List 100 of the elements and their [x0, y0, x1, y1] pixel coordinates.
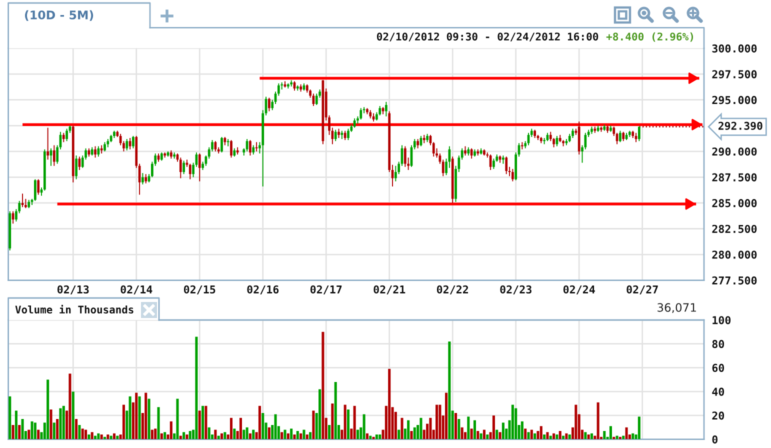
- candlestick: [344, 130, 346, 141]
- bar: [100, 434, 103, 440]
- bar: [448, 341, 451, 440]
- bar: [467, 416, 470, 440]
- bar: [511, 404, 514, 440]
- bar: [388, 368, 391, 440]
- bar: [558, 430, 562, 440]
- candlestick: [492, 158, 495, 170]
- candlestick: [360, 108, 362, 120]
- bar: [458, 419, 460, 440]
- bar: [268, 427, 270, 440]
- bar: [78, 424, 81, 440]
- bar: [530, 430, 533, 440]
- bar: [568, 434, 571, 440]
- bar: [14, 410, 18, 440]
- candlestick: [404, 146, 406, 168]
- candlestick: [252, 144, 255, 155]
- bar: [290, 428, 293, 440]
- bar: [407, 420, 410, 440]
- bar: [160, 433, 163, 440]
- bar: [286, 433, 290, 440]
- x-tick-label: 02/17: [310, 285, 342, 294]
- candlestick: [142, 172, 144, 185]
- y-tick-label: 20: [712, 412, 724, 420]
- chart-subtitle: 02/10/2012 09:30 - 02/24/2012 16:00: [376, 32, 598, 42]
- x-tick-label: 02/16: [247, 285, 279, 294]
- bar: [122, 404, 125, 440]
- candlestick: [619, 130, 622, 143]
- candlestick: [179, 157, 182, 179]
- candlestick: [75, 155, 78, 180]
- bar: [224, 432, 226, 440]
- bar: [28, 430, 30, 440]
- candlestick: [511, 168, 514, 182]
- bar: [375, 434, 378, 440]
- y-tick-label: 280.000: [712, 250, 757, 259]
- bar: [128, 396, 132, 440]
- bar: [135, 392, 138, 440]
- bar: [106, 434, 110, 440]
- bar: [306, 434, 308, 440]
- candlestick: [144, 174, 148, 184]
- bar: [50, 409, 52, 440]
- bar: [527, 432, 530, 440]
- bar: [186, 434, 188, 440]
- chart-title: Volume in Thousands: [15, 304, 134, 314]
- y-tick-label: 60: [712, 364, 724, 372]
- candlestick: [126, 138, 128, 151]
- chart-title: (10D - 5M): [25, 10, 94, 21]
- bar: [565, 433, 568, 440]
- bar: [398, 430, 400, 440]
- bar: [590, 433, 594, 440]
- candlestick: [97, 146, 100, 158]
- bar: [496, 430, 498, 440]
- bar: [68, 374, 72, 440]
- candlestick: [66, 128, 68, 142]
- bar: [540, 426, 542, 440]
- bar: [274, 414, 277, 440]
- bar: [284, 430, 286, 440]
- y-tick-label: 285.000: [712, 199, 757, 208]
- bar: [280, 432, 284, 440]
- y-tick-label: 80: [712, 340, 724, 348]
- bar: [195, 336, 198, 440]
- bar: [369, 436, 372, 440]
- bar: [170, 421, 172, 440]
- bar: [37, 430, 40, 440]
- bar: [84, 430, 88, 440]
- candlestick: [385, 101, 388, 117]
- x-tick-label: 02/14: [120, 285, 152, 294]
- bar: [502, 422, 504, 440]
- bar: [18, 424, 21, 440]
- bar: [362, 414, 366, 440]
- candlestick: [226, 138, 230, 147]
- bar: [293, 434, 296, 440]
- bar: [97, 433, 100, 440]
- bar: [30, 421, 34, 440]
- bar: [546, 432, 549, 440]
- bar: [81, 428, 84, 440]
- candlestick: [52, 144, 56, 166]
- candlestick: [94, 146, 96, 158]
- bar: [486, 434, 489, 440]
- bar: [138, 396, 141, 440]
- bar: [88, 434, 90, 440]
- candlestick: [132, 135, 134, 149]
- bar: [214, 430, 217, 440]
- candlestick: [334, 129, 337, 142]
- bar: [246, 427, 248, 440]
- bar: [322, 332, 324, 440]
- bar: [549, 436, 552, 440]
- ref-line-label: 292.390: [718, 122, 762, 130]
- bar: [302, 430, 306, 440]
- text: +8.400 (2.96%): [606, 32, 694, 42]
- candlestick: [230, 140, 232, 158]
- bar: [262, 413, 264, 440]
- bar: [346, 409, 350, 440]
- bar: [460, 427, 464, 440]
- candlestick: [464, 146, 466, 156]
- bar: [164, 432, 166, 440]
- candlestick: [638, 126, 640, 142]
- bar: [436, 404, 438, 440]
- bar: [208, 427, 210, 440]
- bar: [21, 419, 24, 440]
